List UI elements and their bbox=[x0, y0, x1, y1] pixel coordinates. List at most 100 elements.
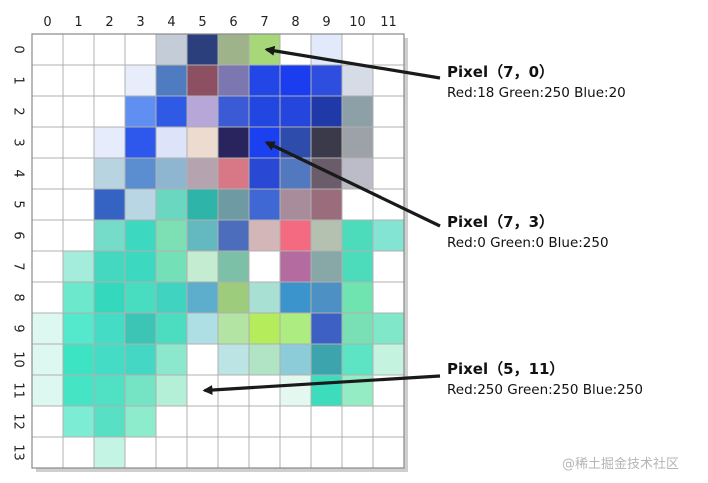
pixel-cell bbox=[124, 343, 157, 376]
pixel-cell bbox=[217, 405, 250, 438]
pixel-cell bbox=[372, 188, 405, 221]
pixel-cell bbox=[372, 343, 405, 376]
row-label: 1 bbox=[11, 76, 26, 84]
pixel-cell bbox=[155, 157, 188, 190]
pixel-cell bbox=[155, 281, 188, 314]
pixel-cell bbox=[341, 157, 374, 190]
pixel-cell bbox=[155, 250, 188, 283]
pixel-cell bbox=[31, 188, 64, 221]
pixel-cell bbox=[124, 219, 157, 252]
pixel-cell bbox=[124, 281, 157, 314]
pixel-cell bbox=[62, 95, 95, 128]
pixel-cell bbox=[186, 95, 219, 128]
pixel-cell bbox=[248, 219, 281, 252]
row-label: 13 bbox=[11, 444, 26, 461]
column-label: 1 bbox=[74, 15, 82, 30]
pixel-cell bbox=[341, 219, 374, 252]
pixel-cell bbox=[31, 126, 64, 159]
pixel-cell bbox=[372, 95, 405, 128]
pixel-cell bbox=[62, 250, 95, 283]
pixel-cell bbox=[217, 157, 250, 190]
pixel-cell bbox=[372, 219, 405, 252]
pixel-cell bbox=[372, 157, 405, 190]
callout-rgb: Red:18 Green:250 Blue:20 bbox=[447, 85, 626, 101]
pixel-cell bbox=[124, 95, 157, 128]
pixel-cell bbox=[186, 64, 219, 97]
pixel-cell bbox=[341, 343, 374, 376]
row-label: 11 bbox=[11, 382, 26, 399]
callout-pixel-5-11: Pixel（5，11） Red:250 Green:250 Blue:250 bbox=[447, 360, 643, 398]
pixel-cell bbox=[310, 95, 343, 128]
pixel-cell bbox=[155, 343, 188, 376]
pixel-cell bbox=[217, 436, 250, 469]
pixel-cell bbox=[341, 95, 374, 128]
callout-pixel-7-3: Pixel（7，3） Red:0 Green:0 Blue:250 bbox=[447, 213, 609, 251]
pixel-cell bbox=[62, 374, 95, 407]
row-label: 4 bbox=[11, 169, 26, 177]
pixel-cell bbox=[155, 126, 188, 159]
callout-rgb: Red:0 Green:0 Blue:250 bbox=[447, 235, 609, 251]
pixel-cell bbox=[279, 312, 312, 345]
pixel-cell bbox=[62, 343, 95, 376]
pixel-cell bbox=[248, 157, 281, 190]
callout-title: Pixel（5，11） bbox=[447, 360, 564, 378]
pixel-cell bbox=[124, 250, 157, 283]
pixel-cell bbox=[186, 188, 219, 221]
pixel-cell bbox=[124, 64, 157, 97]
row-label: 9 bbox=[11, 324, 26, 332]
pixel-cell bbox=[186, 250, 219, 283]
pixel-cell bbox=[248, 436, 281, 469]
row-label: 6 bbox=[11, 231, 26, 239]
pixel-cell bbox=[217, 33, 250, 66]
pixel-cell bbox=[248, 64, 281, 97]
pixel-cell bbox=[372, 312, 405, 345]
pixel-cell bbox=[186, 219, 219, 252]
pixel-cell bbox=[341, 312, 374, 345]
column-label: 6 bbox=[229, 15, 237, 30]
pixel-cell bbox=[279, 33, 312, 66]
callout-rgb: Red:250 Green:250 Blue:250 bbox=[447, 382, 643, 398]
pixel-cell bbox=[124, 126, 157, 159]
pixel-cell bbox=[372, 250, 405, 283]
column-label: 10 bbox=[349, 15, 366, 30]
pixel-cell bbox=[372, 405, 405, 438]
pixel-cell bbox=[279, 436, 312, 469]
pixel-cell bbox=[310, 405, 343, 438]
pixel-cell bbox=[186, 312, 219, 345]
row-label: 3 bbox=[11, 138, 26, 146]
pixel-cell bbox=[93, 405, 126, 438]
pixel-cell bbox=[124, 188, 157, 221]
callout-arrows bbox=[202, 45, 441, 395]
pixel-cell bbox=[186, 405, 219, 438]
pixel-cell bbox=[124, 312, 157, 345]
pixel-cell bbox=[124, 374, 157, 407]
pixel-cell bbox=[31, 405, 64, 438]
pixel-cell bbox=[310, 219, 343, 252]
pixel-cell bbox=[372, 33, 405, 66]
pixel-cell bbox=[310, 343, 343, 376]
pixel-cell bbox=[217, 343, 250, 376]
column-label: 0 bbox=[43, 15, 51, 30]
pixel-cell bbox=[186, 436, 219, 469]
column-label: 5 bbox=[198, 15, 206, 30]
pixel-cell bbox=[186, 281, 219, 314]
pixel-cell bbox=[310, 250, 343, 283]
column-labels: 0 1 2 3 4 5 6 7 8 9 10 11 bbox=[43, 15, 396, 30]
column-label: 7 bbox=[260, 15, 268, 30]
pixel-cell bbox=[310, 157, 343, 190]
row-label: 5 bbox=[11, 200, 26, 208]
callout-title: Pixel（7，3） bbox=[447, 213, 554, 231]
pixel-cell bbox=[62, 126, 95, 159]
pixel-cell bbox=[310, 64, 343, 97]
pixel-cell bbox=[341, 436, 374, 469]
row-label: 2 bbox=[11, 107, 26, 115]
pixel-cell bbox=[279, 374, 312, 407]
pixel-cell bbox=[155, 219, 188, 252]
pixel-cell bbox=[93, 219, 126, 252]
pixel-cell bbox=[217, 281, 250, 314]
pixel-cell bbox=[155, 188, 188, 221]
pixel-cell bbox=[341, 33, 374, 66]
pixel-cell bbox=[62, 33, 95, 66]
pixel-cell bbox=[31, 64, 64, 97]
